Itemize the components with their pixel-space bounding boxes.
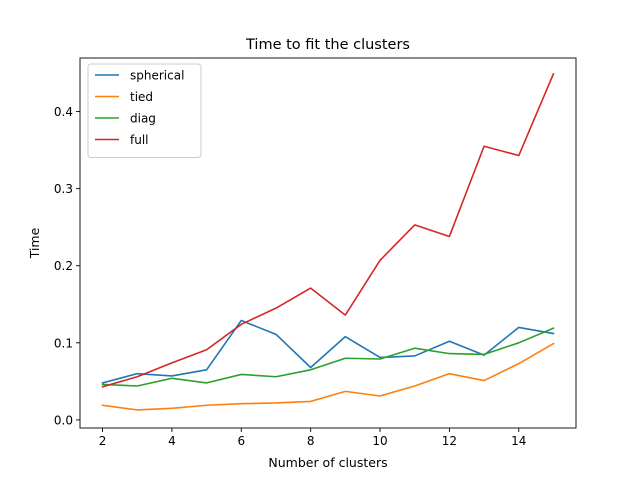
series-line-diag (101, 327, 555, 387)
x-tick-label: 14 (511, 434, 526, 448)
x-axis-label: Number of clusters (268, 455, 387, 470)
legend-label-tied: tied (130, 90, 153, 104)
x-tick-label: 4 (168, 434, 176, 448)
x-tick-label: 2 (99, 434, 107, 448)
legend-box (87, 63, 202, 158)
series-line-tied (101, 342, 555, 411)
legend-label-spherical: spherical (130, 69, 184, 83)
x-tick-label: 12 (442, 434, 457, 448)
series-lines (101, 72, 555, 411)
legend: spherical tied diag full (87, 63, 202, 158)
y-tick-label: 0.3 (54, 182, 73, 196)
x-tick-label: 8 (307, 434, 315, 448)
legend-label-diag: diag (130, 112, 156, 126)
y-axis-label: Time (27, 227, 42, 259)
series-line-full (101, 72, 555, 388)
y-tick-label: 0.1 (54, 336, 73, 350)
legend-label-full: full (130, 133, 149, 147)
axes-frame (79, 57, 577, 429)
series-line-spherical (101, 319, 555, 384)
y-tick-label: 0.4 (54, 105, 73, 119)
x-tick-label: 6 (237, 434, 245, 448)
y-tick-label: 0.0 (54, 413, 73, 427)
y-axis-ticks: 0.0 0.1 0.2 0.3 0.4 (54, 105, 80, 427)
chart-title: Time to fit the clusters (245, 37, 410, 53)
x-axis-ticks: 2 4 6 8 10 12 14 (99, 428, 526, 448)
x-tick-label: 10 (372, 434, 387, 448)
y-tick-label: 0.2 (54, 259, 73, 273)
